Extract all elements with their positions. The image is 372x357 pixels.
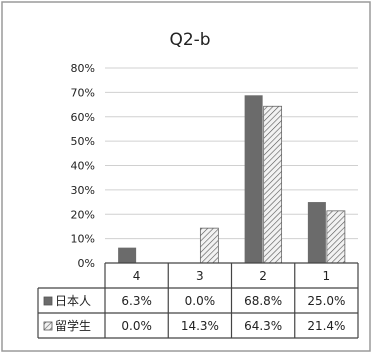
y-tick-label: 0% — [78, 257, 95, 270]
data-label: 68.8% — [244, 294, 282, 308]
bar-japanese-1 — [307, 202, 326, 263]
data-label: 0.0% — [121, 319, 152, 333]
y-tick-label: 80% — [71, 62, 95, 75]
legend-key-japanese — [43, 296, 53, 306]
y-tick-label: 40% — [71, 160, 95, 173]
legend-key-international — [43, 321, 53, 331]
bar-international-3 — [199, 227, 219, 264]
chart-title: Q2-b — [169, 30, 210, 50]
x-tick-label: 1 — [323, 269, 331, 283]
bars — [118, 95, 346, 264]
data-table: 4 3 2 1 日本人 6.3% 0.0% 68.8% 25.0% 留学生 0.0% 14.3% 64.… — [37, 262, 359, 339]
y-tick-label: 50% — [71, 135, 95, 148]
y-tick-label: 30% — [71, 184, 95, 197]
data-label: 25.0% — [307, 294, 345, 308]
data-label: 6.3% — [121, 294, 152, 308]
x-tick-label: 4 — [133, 269, 141, 283]
y-tick-label: 70% — [71, 86, 95, 99]
y-tick-label: 60% — [71, 111, 95, 124]
data-label: 0.0% — [185, 294, 216, 308]
legend-label-japanese: 日本人 — [55, 294, 91, 308]
x-tick-label: 3 — [196, 269, 204, 283]
y-tick-label: 10% — [71, 233, 95, 246]
data-label: 64.3% — [244, 319, 282, 333]
bar-japanese-2 — [244, 95, 263, 263]
y-axis-ticks: 0% 10% 20% 30% 40% 50% 60% 70% 80% — [71, 62, 95, 270]
chart-frame — [1, 1, 371, 352]
bar-international-2 — [263, 105, 283, 264]
y-tick-label: 20% — [71, 208, 95, 221]
legend-label-international: 留学生 — [55, 318, 91, 333]
x-tick-label: 2 — [259, 269, 267, 283]
bar-international-1 — [326, 210, 346, 264]
data-label: 14.3% — [181, 319, 219, 333]
data-label: 21.4% — [307, 319, 345, 333]
bar-japanese-4 — [118, 247, 137, 263]
